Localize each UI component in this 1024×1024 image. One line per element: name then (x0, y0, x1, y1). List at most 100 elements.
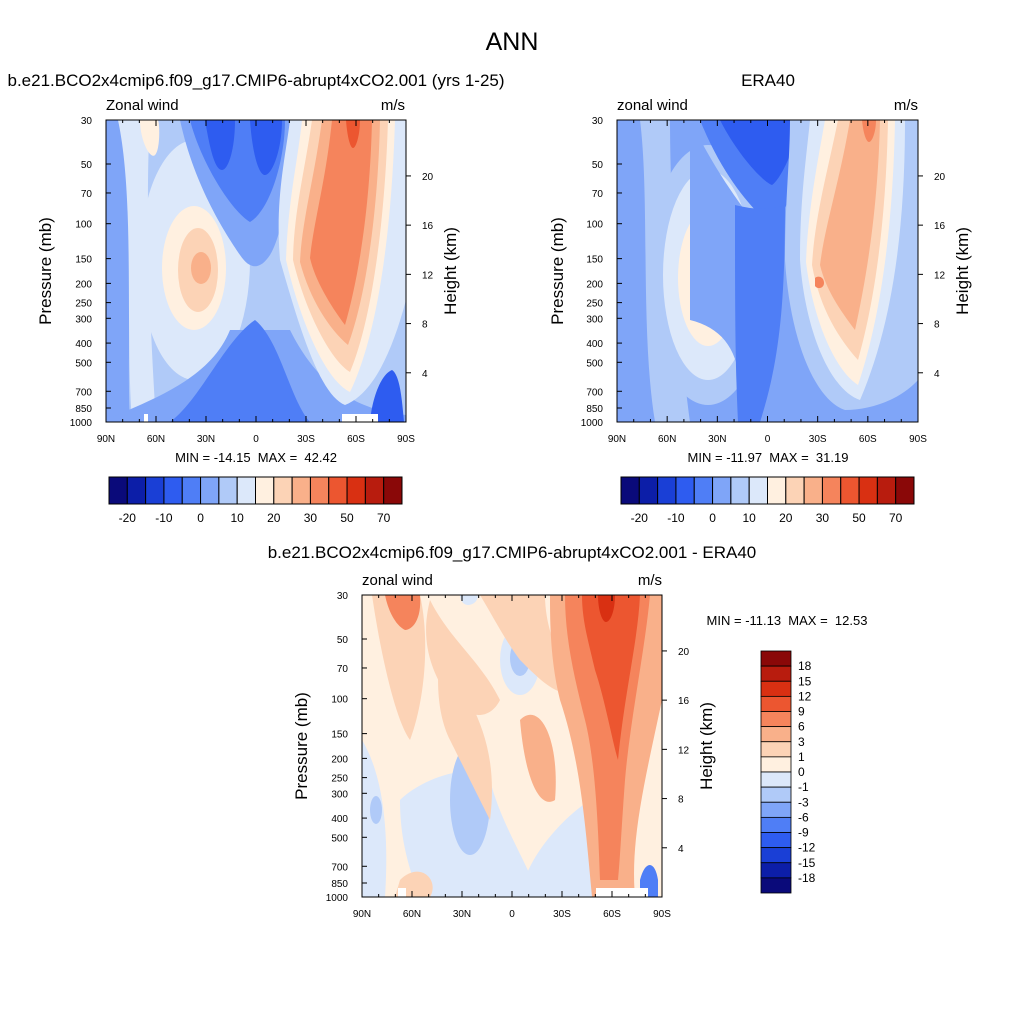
colorbar-swatch (181, 476, 202, 505)
axes-group: 30 50 70 100 150 200 250 300 400 500 700 850 1000 20 1… (581, 116, 946, 445)
colorbar-label: -18 (798, 871, 816, 885)
y-tick-label: 50 (337, 635, 349, 646)
contour-fill (170, 320, 310, 422)
colorbar-label: -10 (155, 511, 173, 525)
colorbar-swatch (760, 711, 792, 728)
y-tick-label: 30 (337, 591, 349, 602)
colorbar-swatch (760, 756, 792, 773)
y-tick-label: 300 (75, 314, 92, 325)
x-tick-label: 60S (347, 434, 365, 445)
y-tick-label: 850 (586, 404, 603, 415)
panel-diff: b.e21.BCO2x4cmip6.f09_g17.CMIP6-abrupt4x… (268, 543, 868, 920)
panel-left-label: Zonal wind (106, 97, 179, 114)
colorbar-swatch (760, 816, 792, 833)
colorbar-swatch (255, 476, 275, 505)
colorbar-label: -10 (667, 511, 685, 525)
y-tick-label: 1000 (70, 418, 93, 429)
contour-fill (520, 800, 600, 897)
contour-fill (520, 714, 556, 802)
contour-fill (862, 120, 876, 142)
y2-tick-label: 20 (678, 647, 690, 658)
contour-fill (370, 796, 382, 824)
colorbar-swatch (895, 476, 915, 505)
contour-fill (250, 120, 282, 175)
panel-left-label: zonal wind (617, 97, 688, 114)
colorbar-swatch (693, 476, 714, 505)
y2-axis-label: Height (km) (953, 227, 972, 315)
plot-area (106, 120, 406, 422)
contour-fill (346, 120, 360, 148)
colorbar-label: -9 (798, 826, 809, 840)
contour-fill (582, 595, 640, 760)
y-tick-label: 200 (75, 279, 92, 290)
panel-title: ERA40 (741, 71, 795, 90)
plot-area (617, 120, 918, 422)
contour-fill (372, 595, 426, 740)
missing-data (596, 888, 648, 897)
colorbar-label: -20 (119, 511, 137, 525)
contour-fill (815, 276, 824, 289)
y-tick-label: 30 (81, 116, 93, 127)
colorbar-label: 20 (267, 511, 281, 525)
colorbar-swatch (858, 476, 878, 505)
colorbar-swatch (785, 476, 805, 505)
x-tick-label: 60N (403, 909, 421, 920)
panel-model: b.e21.BCO2x4cmip6.f09_g17.CMIP6-abrupt4x… (7, 71, 504, 525)
colorbar-label: 70 (377, 511, 391, 525)
colorbar-swatch (328, 476, 348, 505)
x-tick-label: 0 (253, 434, 259, 445)
x-tick-label: 60S (603, 909, 621, 920)
colorbar-label: 0 (798, 765, 805, 779)
y-tick-label: 1000 (326, 893, 349, 904)
panel-right-label: m/s (381, 97, 405, 114)
colorbar: -20 -10 0 10 20 30 50 70 (108, 476, 403, 525)
colorbar-swatch (273, 476, 293, 505)
colorbar-swatch (760, 832, 792, 849)
colorbar-label: 0 (197, 511, 204, 525)
colorbar-swatch (291, 476, 311, 505)
y-tick-label: 500 (75, 358, 92, 369)
panel-left-label: zonal wind (362, 572, 433, 589)
y2-tick-label: 4 (934, 369, 940, 380)
y-tick-label: 700 (586, 387, 603, 398)
colorbar-swatch (675, 476, 695, 505)
y-tick-label: 500 (586, 358, 603, 369)
colorbar-swatch (760, 877, 792, 894)
colorbar-label: 3 (798, 735, 805, 749)
colorbar-swatch (760, 650, 792, 667)
missing-data (398, 888, 406, 897)
contour-fill (191, 252, 211, 284)
panel-title: b.e21.BCO2x4cmip6.f09_g17.CMIP6-abrupt4x… (7, 71, 504, 90)
colorbar-label: 50 (340, 511, 354, 525)
colorbar-swatch (108, 476, 128, 505)
y-tick-label: 250 (331, 774, 348, 785)
y-axis-label: Pressure (mb) (548, 217, 567, 325)
colorbar-swatch (309, 476, 330, 505)
y2-tick-label: 8 (678, 795, 684, 806)
y-tick-label: 100 (331, 695, 348, 706)
contour-fill (820, 120, 880, 330)
x-tick-label: 30N (708, 434, 726, 445)
x-tick-label: 0 (509, 909, 515, 920)
colorbar-swatch (821, 476, 842, 505)
contour-fill (205, 120, 235, 170)
x-tick-label: 30S (553, 909, 571, 920)
x-tick-label: 30S (809, 434, 827, 445)
colorbar-label: 15 (798, 674, 812, 688)
colorbar-swatch (760, 695, 792, 712)
x-tick-label: 90S (653, 909, 671, 920)
colorbar-label: -12 (798, 841, 816, 855)
colorbar-swatch (760, 771, 792, 788)
x-tick-label: 30N (453, 909, 471, 920)
colorbar-swatch (760, 665, 792, 682)
y2-tick-label: 4 (678, 844, 684, 855)
x-tick-label: 90S (397, 434, 415, 445)
contour-fill (720, 120, 800, 185)
colorbar-swatch (126, 476, 147, 505)
y2-tick-label: 16 (934, 221, 946, 232)
x-tick-label: 90N (353, 909, 371, 920)
colorbar-swatch (760, 726, 792, 743)
missing-data (144, 414, 148, 422)
x-tick-label: 60N (147, 434, 165, 445)
